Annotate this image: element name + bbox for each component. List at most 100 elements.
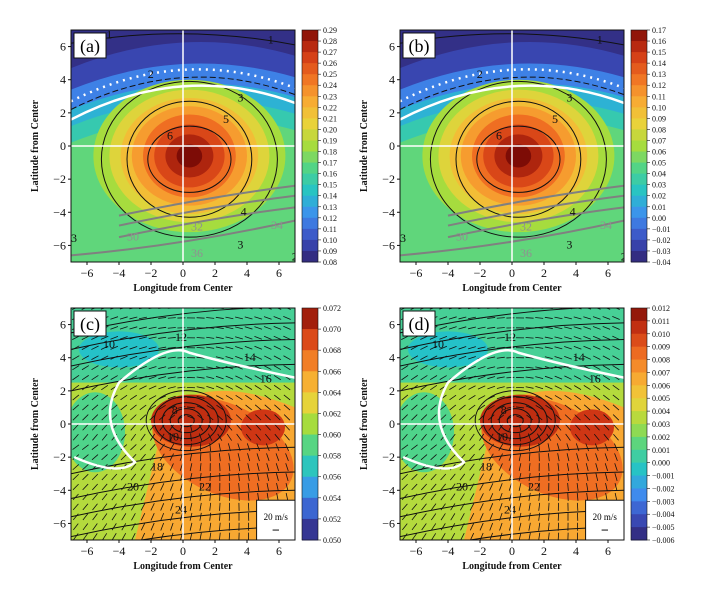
wind-arrow bbox=[554, 316, 563, 320]
wind-arrow bbox=[72, 464, 80, 471]
wind-arrow bbox=[602, 365, 611, 371]
wind-arrow bbox=[469, 522, 475, 531]
wind-arrow bbox=[430, 454, 437, 461]
wind-arrow bbox=[158, 376, 167, 380]
wind-arrow bbox=[111, 483, 118, 491]
wind-arrow bbox=[469, 532, 475, 540]
field-band bbox=[71, 30, 295, 69]
wind-arrow bbox=[612, 365, 620, 371]
y-tick-label: 4 bbox=[389, 73, 395, 87]
wind-arrow bbox=[100, 365, 109, 370]
colorbar-tick-label: 0.08 bbox=[323, 258, 337, 267]
wind-arrow bbox=[575, 443, 580, 452]
wind-arrow bbox=[266, 482, 269, 491]
field-band bbox=[241, 409, 285, 446]
wind-arrow bbox=[81, 375, 89, 381]
wind-arrow bbox=[81, 365, 90, 371]
colorbar-tick-label: 0.011 bbox=[652, 317, 670, 326]
wind-arrow bbox=[111, 533, 117, 540]
wind-arrow bbox=[460, 513, 465, 521]
wind-arrow bbox=[554, 375, 563, 380]
wind-arrow bbox=[159, 423, 165, 431]
colorbar-segment bbox=[302, 329, 318, 351]
wind-arrow bbox=[254, 345, 263, 350]
wind-arrow bbox=[450, 513, 456, 521]
wind-arrow bbox=[602, 345, 611, 350]
wind-arrow bbox=[602, 335, 611, 340]
panel-label: (b) bbox=[409, 36, 430, 57]
wind-arrow bbox=[439, 404, 447, 411]
wind-arrow bbox=[468, 365, 476, 370]
colorbar-frame bbox=[301, 307, 319, 541]
wind-arrow bbox=[167, 386, 176, 389]
wind-arrow bbox=[528, 463, 531, 472]
wind-arrow bbox=[411, 433, 418, 441]
wind-arrow bbox=[130, 473, 137, 481]
wind-arrow bbox=[401, 464, 409, 471]
wind-arrow bbox=[439, 336, 448, 340]
contour-label: 3 bbox=[566, 238, 572, 252]
wind-arrow bbox=[573, 336, 582, 340]
wind-arrow bbox=[285, 492, 289, 501]
wind-arrow bbox=[82, 503, 89, 511]
wind-arrow bbox=[72, 394, 80, 401]
wind-arrow bbox=[244, 336, 253, 340]
panel-label: (c) bbox=[80, 314, 100, 335]
wind-arrow bbox=[91, 444, 99, 450]
colorbar-tick-label: 0.072 bbox=[323, 304, 341, 313]
wind-arrow bbox=[119, 336, 128, 340]
wind-arrow bbox=[410, 335, 419, 340]
wind-arrow bbox=[237, 453, 241, 462]
gray-contour bbox=[447, 184, 624, 217]
wind-arrow bbox=[285, 308, 291, 310]
colorbar-tick-label: 0.05 bbox=[652, 159, 666, 168]
wind-arrow bbox=[440, 454, 447, 461]
colorbar-segment bbox=[631, 107, 647, 119]
wind-arrow bbox=[411, 473, 418, 481]
wind-arrow bbox=[459, 433, 466, 441]
wind-arrow bbox=[158, 326, 167, 329]
wind-arrow bbox=[592, 335, 601, 340]
wind-arrow bbox=[400, 308, 406, 310]
wind-arrow bbox=[411, 404, 418, 411]
wind-arrow bbox=[82, 483, 89, 491]
wind-arrow bbox=[245, 433, 252, 441]
wind-arrow bbox=[448, 326, 457, 330]
wind-arrow bbox=[518, 482, 522, 491]
wind-arrow bbox=[450, 532, 456, 540]
wind-arrow bbox=[478, 443, 485, 451]
wind-arrow bbox=[488, 463, 494, 471]
black-contour bbox=[498, 408, 532, 434]
colorbar-segment bbox=[302, 151, 318, 164]
x-tick-label: −2 bbox=[145, 544, 158, 558]
wind-arrow bbox=[411, 394, 418, 401]
wind-arrow bbox=[449, 454, 456, 461]
wind-arrow bbox=[489, 503, 494, 511]
wind-arrow bbox=[554, 404, 562, 411]
wind-arrow bbox=[592, 316, 601, 320]
wind-arrow bbox=[139, 336, 147, 340]
colorbar-tick-label: 0.001 bbox=[652, 446, 670, 455]
wind-arrow bbox=[401, 335, 409, 341]
wind-arrow bbox=[256, 453, 260, 462]
wind-arrow bbox=[92, 533, 98, 540]
colorbar-segment bbox=[631, 320, 647, 335]
colorbar-segment bbox=[631, 424, 647, 438]
contour-label: 16 bbox=[589, 372, 601, 386]
wind-arrow bbox=[226, 424, 233, 431]
wind-arrow bbox=[82, 464, 89, 471]
wind-arrow bbox=[119, 308, 126, 310]
wind-arrow bbox=[247, 492, 250, 501]
wind-arrow bbox=[612, 335, 620, 340]
wind-arrow bbox=[458, 316, 467, 320]
wind-arrow bbox=[525, 337, 534, 339]
wind-arrow bbox=[477, 375, 486, 380]
wind-arrow bbox=[401, 444, 409, 450]
colorbar-segment bbox=[631, 41, 647, 53]
wind-arrow bbox=[198, 433, 203, 442]
wind-arrow bbox=[215, 336, 224, 339]
wind-arrow bbox=[614, 463, 618, 472]
y-tick-label: 4 bbox=[60, 351, 66, 365]
colorbar-segment bbox=[302, 184, 318, 197]
